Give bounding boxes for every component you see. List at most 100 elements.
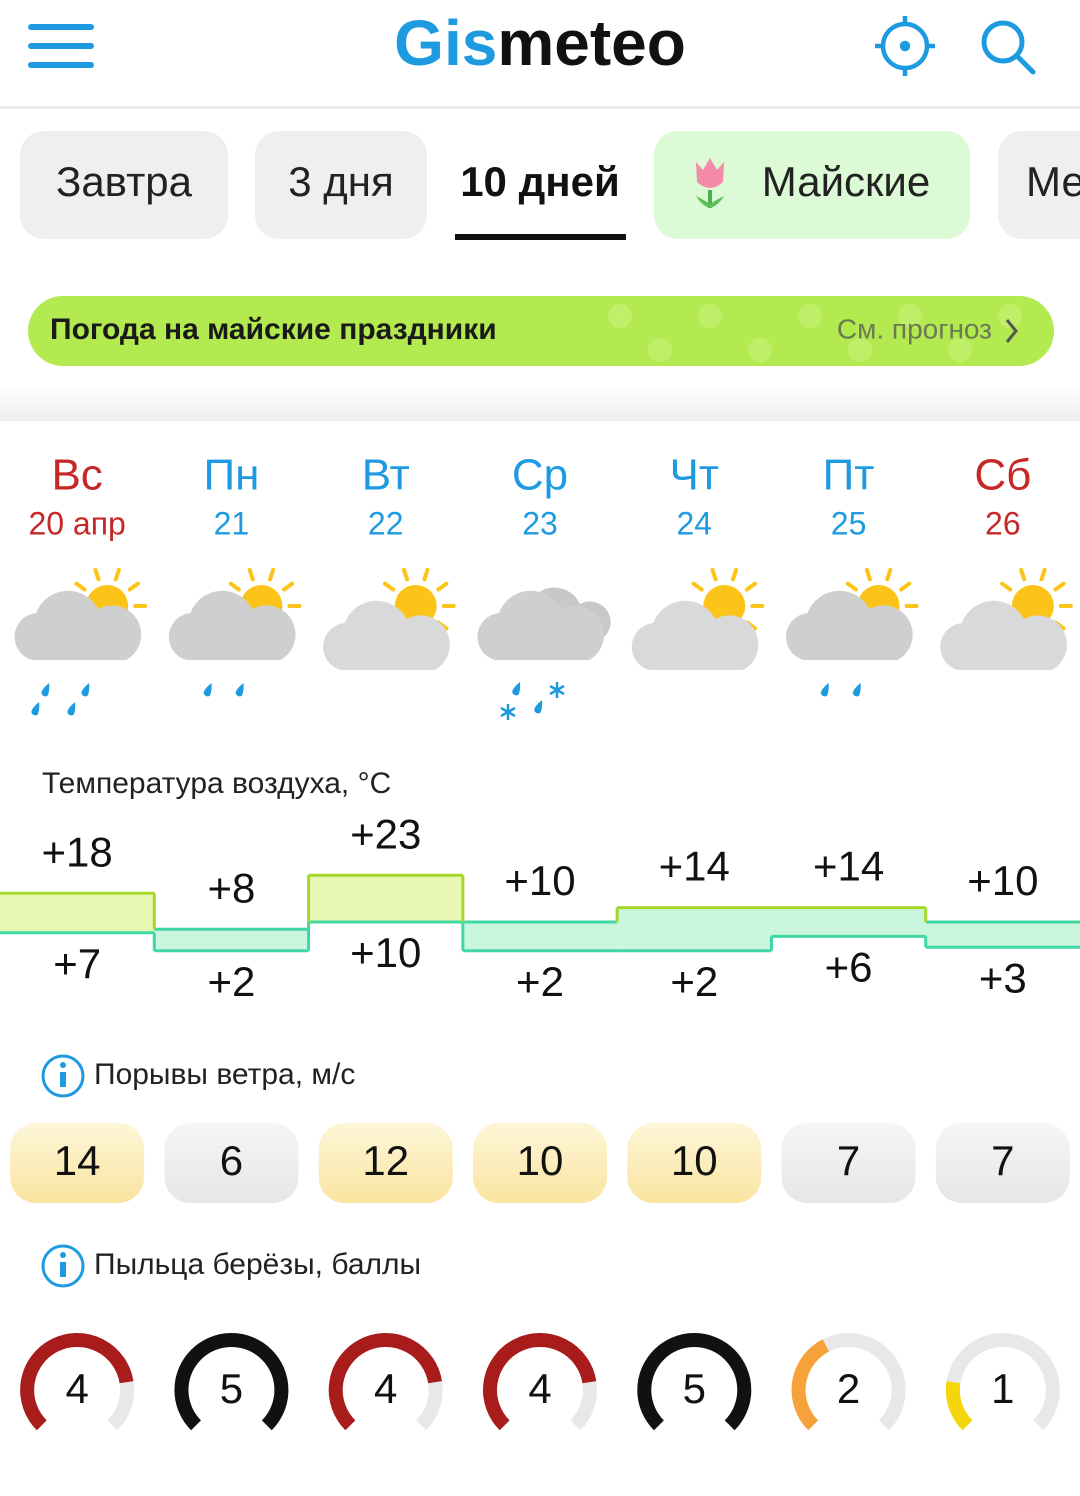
sun-ray [845,581,858,592]
sun-ray [74,581,87,592]
sun-ray [864,567,872,582]
sun-ray [1039,567,1047,582]
weather-icon [940,567,1073,670]
banner-title: Погода на майские праздники [50,313,497,346]
temperature-range [771,907,926,937]
snowflake [500,706,516,718]
sun-ray [885,567,893,582]
cloud [14,590,142,660]
sun-ray [730,567,739,582]
banner-link: См. прогноз [837,313,992,344]
pollen-value: 1 [991,1365,1014,1412]
gauge-arc [174,1333,289,1431]
weekday: Пт [823,451,875,500]
info-icon[interactable] [41,1244,85,1288]
temperature-min-label: +6 [825,943,873,990]
gauge-arc [945,1381,973,1431]
wind-pill [627,1123,762,1203]
temperature-min-label: +3 [979,954,1027,1001]
temperature-min-label: +2 [516,958,564,1005]
weekday: Ср [512,451,568,500]
sun-ray [1019,567,1027,582]
rain-drop [534,700,543,714]
temperature-min-label: +2 [207,958,255,1005]
weather-icon [168,567,302,697]
weekday: Чт [670,451,719,500]
weather-icon [785,567,919,697]
cloud [631,600,759,670]
gauge-arc [791,1339,830,1431]
info-icon[interactable] [41,1054,85,1098]
sun-ray [436,581,449,592]
rain-drop [852,682,861,697]
banner[interactable]: Погода на майские праздники См. прогноз [28,296,1054,366]
search-button[interactable] [981,20,1036,75]
sun-ray [93,567,101,582]
temperature-range [308,875,463,922]
weather-icon [477,587,611,720]
sun-ray [691,581,704,592]
pollen-value: 4 [65,1365,88,1412]
logo-part: meteo [497,7,686,79]
location-button[interactable] [875,16,935,76]
wind-value: 6 [220,1137,243,1184]
temperature-max-label: +10 [967,857,1038,904]
sun-ray [401,567,410,582]
gauge-arc [483,1333,597,1431]
wind-value: 10 [671,1137,718,1184]
tab-label: Завтра [56,158,193,205]
weekday: Сб [974,451,1031,500]
cloud [785,590,913,660]
sun-ray [1053,581,1066,592]
weekday: Вт [362,451,410,500]
wind-pill [164,1123,299,1203]
tab-label-active[interactable]: 10 дней [460,158,620,205]
temperature-range [462,922,618,951]
tab[interactable] [20,131,228,239]
weekday: Вс [51,451,102,500]
tab[interactable] [998,131,1080,239]
cloud [477,590,605,660]
section-separator [0,385,1080,421]
rain-drop [31,702,40,716]
gauge-track [107,1381,135,1431]
wind-value: 7 [991,1137,1014,1184]
wind-value: 7 [837,1137,860,1184]
tab[interactable] [654,131,970,239]
tabs: Завтра 3 дня 10 дней Майские Ме [20,131,1080,240]
wind-value: 12 [362,1137,409,1184]
weather-icon [323,567,456,670]
weather-icon [631,567,765,670]
tulip-icon [696,158,724,208]
gauge-arc [328,1333,443,1431]
gauge-arc [637,1333,752,1431]
cloud [323,600,450,670]
rain-drop [203,683,212,697]
date: 22 [368,505,404,541]
sun-ray [422,567,430,582]
logo[interactable]: Gismeteo [394,7,686,79]
tab-label: 3 дня [288,158,393,205]
temperature-range [0,893,155,933]
rain-drop [81,683,90,697]
sun-ray [382,581,396,592]
weekday: Пн [203,451,259,500]
date: 25 [831,505,867,541]
tab-label: Майские [762,158,930,205]
date: 26 [985,505,1021,541]
sun-ray [247,567,255,582]
rain-drop [41,683,50,697]
temperature-max-label: +10 [504,857,575,904]
sun-ray [1000,581,1013,592]
wind-pill [473,1123,607,1203]
temperature-max-label: +18 [42,828,113,875]
gauge-track [570,1381,597,1431]
cloud [168,590,296,660]
tab[interactable] [255,131,427,239]
rain-drop [67,702,76,716]
menu-button[interactable] [28,24,94,68]
sun-ray [127,581,140,592]
cloud [940,600,1067,670]
